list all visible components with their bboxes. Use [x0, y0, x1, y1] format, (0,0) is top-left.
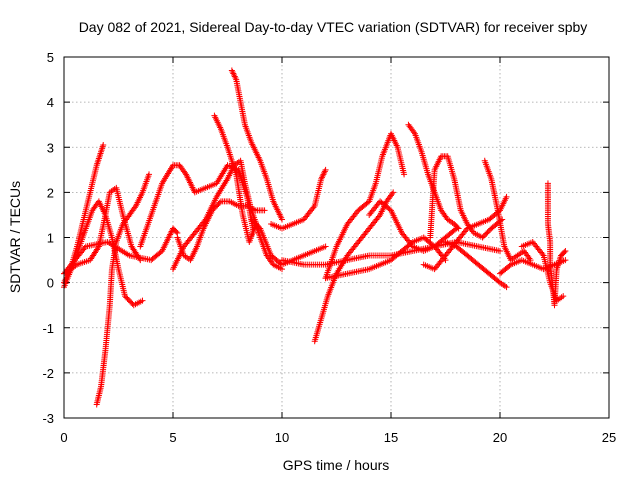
y-tick-label: -3 — [42, 411, 54, 426]
y-tick-label: 1 — [47, 231, 54, 246]
data-point-marker — [216, 199, 223, 206]
data-point-marker — [408, 240, 415, 247]
data-point-marker — [503, 284, 510, 291]
data-point-marker — [279, 216, 285, 223]
x-tick-label: 10 — [275, 430, 289, 445]
series-track-5 — [61, 225, 181, 277]
data-point-marker — [401, 171, 408, 178]
series-track-17 — [322, 234, 449, 282]
x-axis-label: GPS time / hours — [283, 457, 390, 473]
data-point-marker — [454, 224, 461, 231]
data-point-marker — [100, 141, 107, 148]
data-point-marker — [322, 166, 329, 173]
data-point-marker — [261, 207, 268, 214]
marks-layer — [61, 67, 569, 408]
x-tick-label: 0 — [60, 430, 67, 445]
data-point-marker — [255, 224, 262, 231]
data-point-marker — [139, 297, 146, 304]
y-axis-label: SDTVAR / TECUs — [7, 181, 23, 293]
x-tick-label: 20 — [493, 430, 507, 445]
y-tick-label: 4 — [47, 95, 54, 110]
y-tick-label: 3 — [47, 140, 54, 155]
grid-layer — [64, 57, 609, 418]
data-point-marker — [560, 293, 567, 300]
series-track-9 — [228, 67, 285, 223]
series-track-19 — [427, 153, 506, 241]
data-point-marker — [430, 242, 437, 249]
x-tick-label: 15 — [384, 430, 398, 445]
y-tick-label: -2 — [42, 366, 54, 381]
series-track-8 — [174, 198, 268, 264]
data-point-marker — [322, 243, 329, 250]
series-track-14 — [322, 130, 408, 282]
data-point-marker — [390, 189, 397, 196]
tick-layer: 0 5 10 15 20 25 -3 -2 -1 0 1 2 3 4 5 — [42, 50, 616, 445]
series-track-25 — [544, 180, 569, 309]
y-tick-label: 2 — [47, 185, 54, 200]
series-track-22 — [442, 239, 510, 291]
y-tick-label: 0 — [47, 276, 54, 291]
x-tick-label: 5 — [169, 430, 176, 445]
data-point-marker — [506, 262, 513, 269]
series-track-10 — [211, 112, 285, 273]
series-track-13 — [311, 189, 397, 345]
y-tick-label: 5 — [47, 50, 54, 65]
y-tick-label: -1 — [42, 321, 54, 336]
series-track-16 — [279, 239, 503, 268]
data-point-marker — [173, 228, 180, 235]
data-point-marker — [503, 193, 510, 200]
series-track-21 — [481, 157, 534, 264]
x-tick-label: 25 — [602, 430, 616, 445]
data-point-marker — [561, 249, 568, 256]
series-track-1 — [61, 141, 107, 286]
series-track-12 — [268, 166, 329, 232]
data-point-marker — [562, 248, 569, 255]
chart-title: Day 082 of 2021, Sidereal Day-to-day VTE… — [79, 19, 588, 35]
data-point-marker — [562, 257, 569, 264]
plot-frame — [63, 56, 610, 419]
data-point-marker — [455, 225, 462, 232]
data-point-marker — [146, 171, 153, 178]
data-point-marker — [497, 248, 503, 255]
